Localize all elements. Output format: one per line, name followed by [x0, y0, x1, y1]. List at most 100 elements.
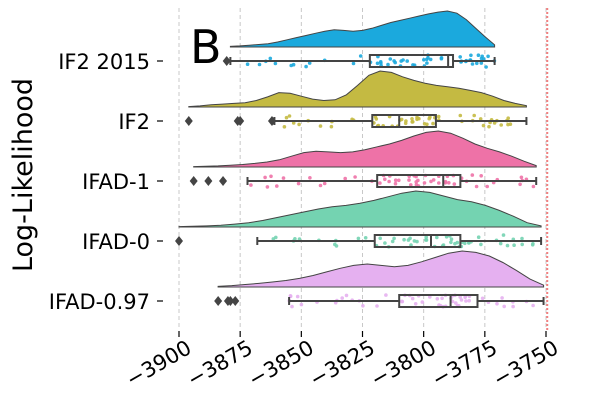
rain-point-2-28	[429, 179, 433, 184]
rain-point-1-35	[428, 115, 432, 119]
rain-point-1-28	[506, 116, 511, 120]
x-tick-label-2: −3850	[244, 336, 318, 392]
rain-point-2-10	[422, 181, 427, 185]
box-0	[368, 54, 455, 68]
box-2	[376, 174, 462, 188]
rain-point-4-8	[290, 304, 294, 309]
rain-point-3-52	[402, 237, 406, 242]
rain-point-2-45	[437, 181, 441, 185]
rain-point-4-26	[344, 293, 349, 298]
rain-point-2-11	[281, 176, 286, 180]
rain-point-0-1	[479, 61, 484, 65]
rain-point-2-41	[343, 176, 348, 181]
rain-point-3-48	[390, 239, 395, 244]
rain-point-3-17	[356, 236, 361, 241]
rain-point-1-42	[506, 122, 510, 127]
rain-point-2-8	[447, 181, 451, 185]
x-tick-label-4: −3800	[367, 336, 441, 392]
rain-point-0-5	[257, 62, 262, 67]
rain-point-3-28	[498, 241, 503, 246]
x-tick-label-5: −3775	[428, 336, 502, 392]
rain-point-3-12	[441, 243, 446, 247]
rain-point-4-38	[399, 299, 404, 304]
rain-point-4-51	[440, 296, 444, 301]
rain-point-2-33	[409, 183, 413, 187]
rain-point-1-36	[297, 122, 301, 127]
rain-point-2-7	[249, 183, 253, 187]
rain-point-4-45	[410, 296, 415, 301]
rain-point-1-53	[492, 121, 497, 125]
rain-point-4-48	[467, 298, 472, 303]
rain-point-2-26	[383, 177, 387, 182]
outlier-4-3	[231, 296, 240, 306]
rain-point-1-49	[478, 117, 483, 121]
rain-point-2-1	[378, 181, 382, 185]
rain-point-1-43	[291, 121, 296, 125]
rain-point-3-39	[406, 238, 411, 242]
rain-point-2-44	[296, 181, 301, 186]
x-tick-label-0: −3900	[122, 336, 196, 392]
rain-point-0-47	[388, 57, 393, 61]
rain-point-2-46	[452, 182, 457, 186]
rain-point-3-20	[520, 236, 524, 241]
outlier-0-0	[222, 56, 231, 66]
rain-point-1-19	[431, 121, 435, 126]
rain-point-0-22	[386, 62, 390, 67]
rain-point-0-2	[351, 61, 356, 66]
rain-point-0-12	[470, 62, 475, 66]
rain-point-1-29	[425, 122, 429, 127]
rain-point-4-46	[375, 304, 379, 308]
rain-point-4-23	[420, 300, 425, 304]
outlier-1-2	[236, 116, 245, 126]
rain-point-2-32	[414, 182, 419, 187]
rain-point-2-5	[518, 182, 522, 187]
rain-point-0-46	[425, 57, 429, 62]
rain-point-2-18	[308, 176, 312, 180]
rain-point-2-35	[443, 179, 448, 184]
cloud-1	[188, 70, 527, 108]
rain-point-4-2	[500, 296, 504, 300]
rain-point-0-16	[375, 61, 380, 66]
rain-point-0-44	[378, 60, 383, 64]
cloud-3	[178, 190, 542, 228]
rain-point-4-28	[384, 293, 388, 297]
rain-point-0-18	[401, 58, 405, 62]
outlier-4-0	[214, 296, 223, 306]
rain-point-2-25	[485, 184, 490, 189]
rain-point-3-36	[455, 240, 460, 245]
rain-point-1-27	[284, 115, 289, 120]
y-tick-label-1: IF2	[118, 110, 150, 134]
rain-point-0-54	[245, 62, 250, 66]
rain-point-3-23	[392, 236, 396, 241]
rain-point-2-48	[397, 178, 401, 183]
rain-point-3-54	[363, 236, 368, 240]
box-layer	[175, 54, 545, 308]
rain-point-0-26	[392, 59, 396, 63]
rain-point-3-18	[512, 243, 516, 247]
outlier-4-2	[226, 296, 235, 306]
outlier-1-3	[267, 116, 276, 126]
rain-point-2-39	[479, 174, 484, 178]
rain-point-0-40	[439, 56, 444, 61]
rain-point-3-16	[449, 240, 453, 245]
rain-point-0-35	[291, 62, 296, 67]
rain-point-3-45	[378, 236, 383, 241]
rain-point-0-30	[479, 56, 484, 61]
rain-point-1-39	[410, 117, 414, 121]
rain-point-1-46	[404, 119, 408, 123]
rain-point-2-37	[322, 181, 327, 186]
rain-point-4-15	[299, 302, 304, 307]
rain-point-4-3	[295, 294, 300, 299]
rain-point-3-0	[501, 233, 506, 237]
rain-point-2-42	[474, 184, 479, 189]
rain-point-1-50	[282, 125, 287, 129]
panel-label: B	[190, 20, 222, 74]
rain-point-1-9	[436, 114, 441, 119]
outlier-1-0	[184, 116, 193, 126]
rain-point-4-9	[459, 298, 464, 302]
rain-point-0-42	[425, 61, 429, 65]
rain-point-0-32	[307, 61, 312, 65]
rain-point-1-26	[481, 123, 486, 128]
rain-point-1-52	[499, 123, 504, 127]
rain-point-2-23	[519, 175, 524, 180]
